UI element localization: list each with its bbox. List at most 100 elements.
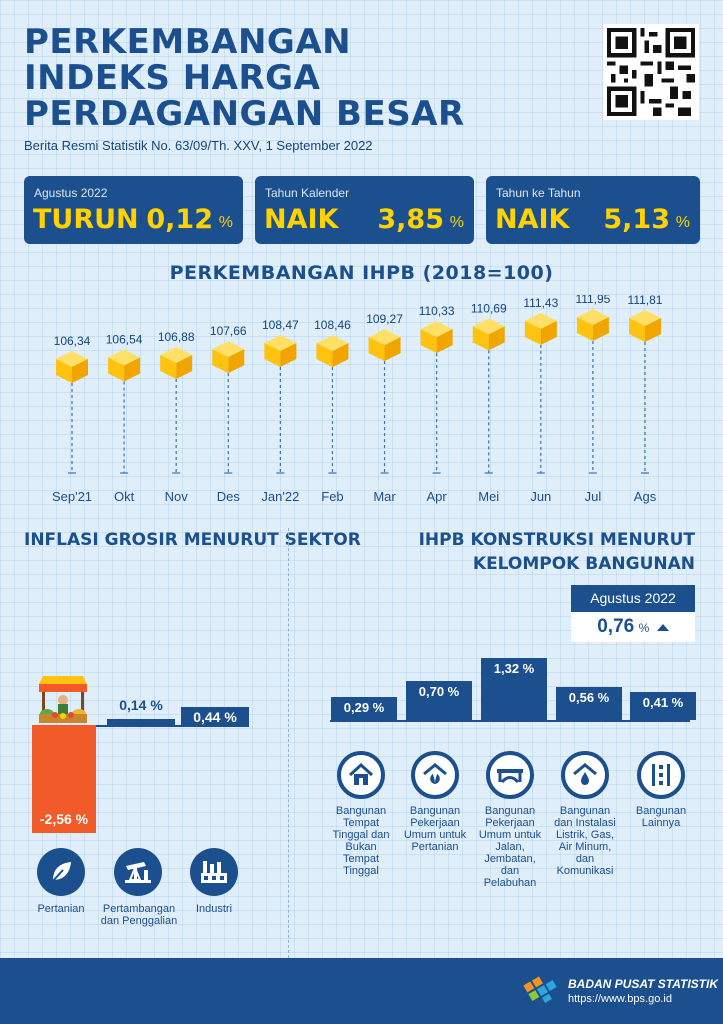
cube-left xyxy=(264,343,281,368)
cube-left xyxy=(524,320,541,345)
konstruksi-month-label: Agustus 2022 xyxy=(571,585,695,612)
summary-card-yoy: Tahun ke Tahun NAIK 5,13 % xyxy=(486,176,700,244)
ihpb-data-point: 106,54 Okt xyxy=(106,333,143,504)
cube-left xyxy=(212,349,229,374)
summary-value: 5,13 xyxy=(603,204,670,235)
cube-right xyxy=(384,337,401,362)
konstruksi-month-value-box: 0,76 % xyxy=(571,612,695,642)
cube-right xyxy=(228,349,245,374)
ihpb-category-label: Jul xyxy=(585,489,602,504)
factory-icon xyxy=(190,848,238,896)
cube-left xyxy=(420,329,437,354)
konstruksi-value-label: 1,32 % xyxy=(493,661,535,676)
ihpb-value-label: 110,69 xyxy=(471,301,507,315)
ihpb-value-label: 111,43 xyxy=(523,296,558,310)
ihpb-value-label: 106,88 xyxy=(158,330,195,344)
footer-url[interactable]: https://www.bps.go.id xyxy=(568,993,672,1005)
sector-value-label: 0,14 % xyxy=(119,697,163,714)
konstruksi-value-label: 0,29 % xyxy=(343,700,385,715)
ihpb-value-label: 108,46 xyxy=(314,318,351,332)
cube-top xyxy=(264,335,297,352)
ihpb-category-label: Apr xyxy=(427,489,448,504)
konstruksi-title: IHPB KONSTRUKSI MENURUT KELOMPOK BANGUNA… xyxy=(418,530,695,574)
cube-right xyxy=(280,343,297,368)
summary-card-calendar: Tahun Kalender NAIK 3,85 % xyxy=(255,176,474,244)
ihpb-value-label: 109,27 xyxy=(366,312,403,326)
bridge-icon xyxy=(486,751,534,799)
konstruksi-month-value: 0,76 xyxy=(597,616,635,637)
konstruksi-label: Bangunan Pekerjaan Umum untuk Pertanian xyxy=(403,805,467,853)
konstruksi-bar: 0,41 % xyxy=(630,692,696,720)
ihpb-value-label: 106,34 xyxy=(54,334,91,348)
road-icon xyxy=(637,751,685,799)
cube-right xyxy=(645,318,661,343)
sector-label: Pertanian xyxy=(37,903,85,915)
ihpb-category-label: Ags xyxy=(634,489,657,504)
konstruksi-label: Bangunan dan Instalasi Listrik, Gas, Air… xyxy=(554,805,616,877)
ihpb-data-point: 107,66 Des xyxy=(210,324,247,504)
arrow-up-icon xyxy=(656,624,669,632)
ihpb-category-label: Jun xyxy=(530,489,551,504)
ihpb-value-label: 108,47 xyxy=(262,318,299,332)
ihpb-category-label: Des xyxy=(217,489,241,504)
sector-label: Industri xyxy=(195,903,233,915)
cube-left xyxy=(576,317,593,341)
water-house-icon xyxy=(561,751,609,799)
konstruksi-bar: 1,32 % xyxy=(481,658,547,720)
konstruksi-bar: 0,29 % xyxy=(331,697,397,720)
section-divider xyxy=(288,528,289,958)
sector-bar xyxy=(107,719,175,725)
konstruksi-value-label: 0,56 % xyxy=(568,690,610,705)
ihpb-data-point: 106,88 Nov xyxy=(158,330,195,504)
cube-top xyxy=(368,329,401,346)
sector-bar xyxy=(32,725,96,833)
cube-left xyxy=(56,359,72,383)
ihpb-data-point: 109,27 Mar xyxy=(366,312,403,504)
summary-direction: NAIK xyxy=(264,204,339,235)
konstruksi-label: Bangunan Tempat Tinggal dan Bukan Tempat… xyxy=(332,805,390,877)
ihpb-value-label: 111,81 xyxy=(628,295,663,307)
cube-top xyxy=(629,310,661,327)
cube-right xyxy=(540,320,557,345)
ihpb-data-point: 110,69 Mei xyxy=(471,301,507,504)
ihpb-data-point: 108,47 Jan'22 xyxy=(261,318,299,504)
konstruksi-value-label: 0,41 % xyxy=(642,695,684,710)
cube-right xyxy=(176,354,193,379)
konstruksi-bar: 0,56 % xyxy=(556,687,622,720)
konstruksi-value-label: 0,70 % xyxy=(418,684,460,699)
ihpb-chart: 106,34Sep'21106,54Okt106,88Nov107,66Des1… xyxy=(52,295,663,504)
ihpb-data-point: 108,46 Feb xyxy=(314,318,351,504)
cube-right xyxy=(592,317,609,341)
summary-unit: % xyxy=(449,214,464,231)
ihpb-category-label: Mei xyxy=(478,489,499,504)
cube-left xyxy=(368,337,385,362)
ihpb-value-label: 106,54 xyxy=(106,333,143,347)
sector-label: Pertambangan dan Penggalian xyxy=(100,903,178,927)
house-icon xyxy=(337,751,385,799)
chart-title: PERKEMBANGAN IHPB (2018=100) xyxy=(169,262,554,284)
market-stall-icon xyxy=(33,676,93,724)
summary-value: 0,12 xyxy=(146,204,213,235)
cube-top xyxy=(524,312,557,329)
cube-right xyxy=(332,343,349,368)
qr-code-icon[interactable] xyxy=(603,24,699,120)
cube-top xyxy=(108,349,141,366)
ihpb-category-label: Jan'22 xyxy=(261,489,299,504)
summary-card-monthly: Agustus 2022 TURUN 0,12 % xyxy=(24,176,243,244)
konstruksi-bar: 0,70 % xyxy=(406,681,472,720)
konstruksi-label: Bangunan Pekerjaan Umum untuk Jalan, Jem… xyxy=(478,805,542,889)
cube-right xyxy=(436,329,453,354)
cube-left xyxy=(160,354,177,379)
cube-top xyxy=(316,335,349,352)
footer-org: BADAN PUSAT STATISTIK xyxy=(568,977,718,991)
summary-direction: TURUN xyxy=(33,204,139,235)
summary-label: Tahun Kalender xyxy=(265,186,350,200)
sector-title: INFLASI GROSIR MENURUT SEKTOR xyxy=(24,530,361,550)
summary-value: 3,85 xyxy=(377,204,444,235)
summary-direction: NAIK xyxy=(495,204,570,235)
cube-right xyxy=(124,357,141,382)
sector-baseline xyxy=(96,725,249,727)
plant-house-icon xyxy=(411,751,459,799)
konstruksi-label: Bangunan Lainnya xyxy=(635,805,687,829)
bps-logo-icon[interactable] xyxy=(523,971,559,1005)
